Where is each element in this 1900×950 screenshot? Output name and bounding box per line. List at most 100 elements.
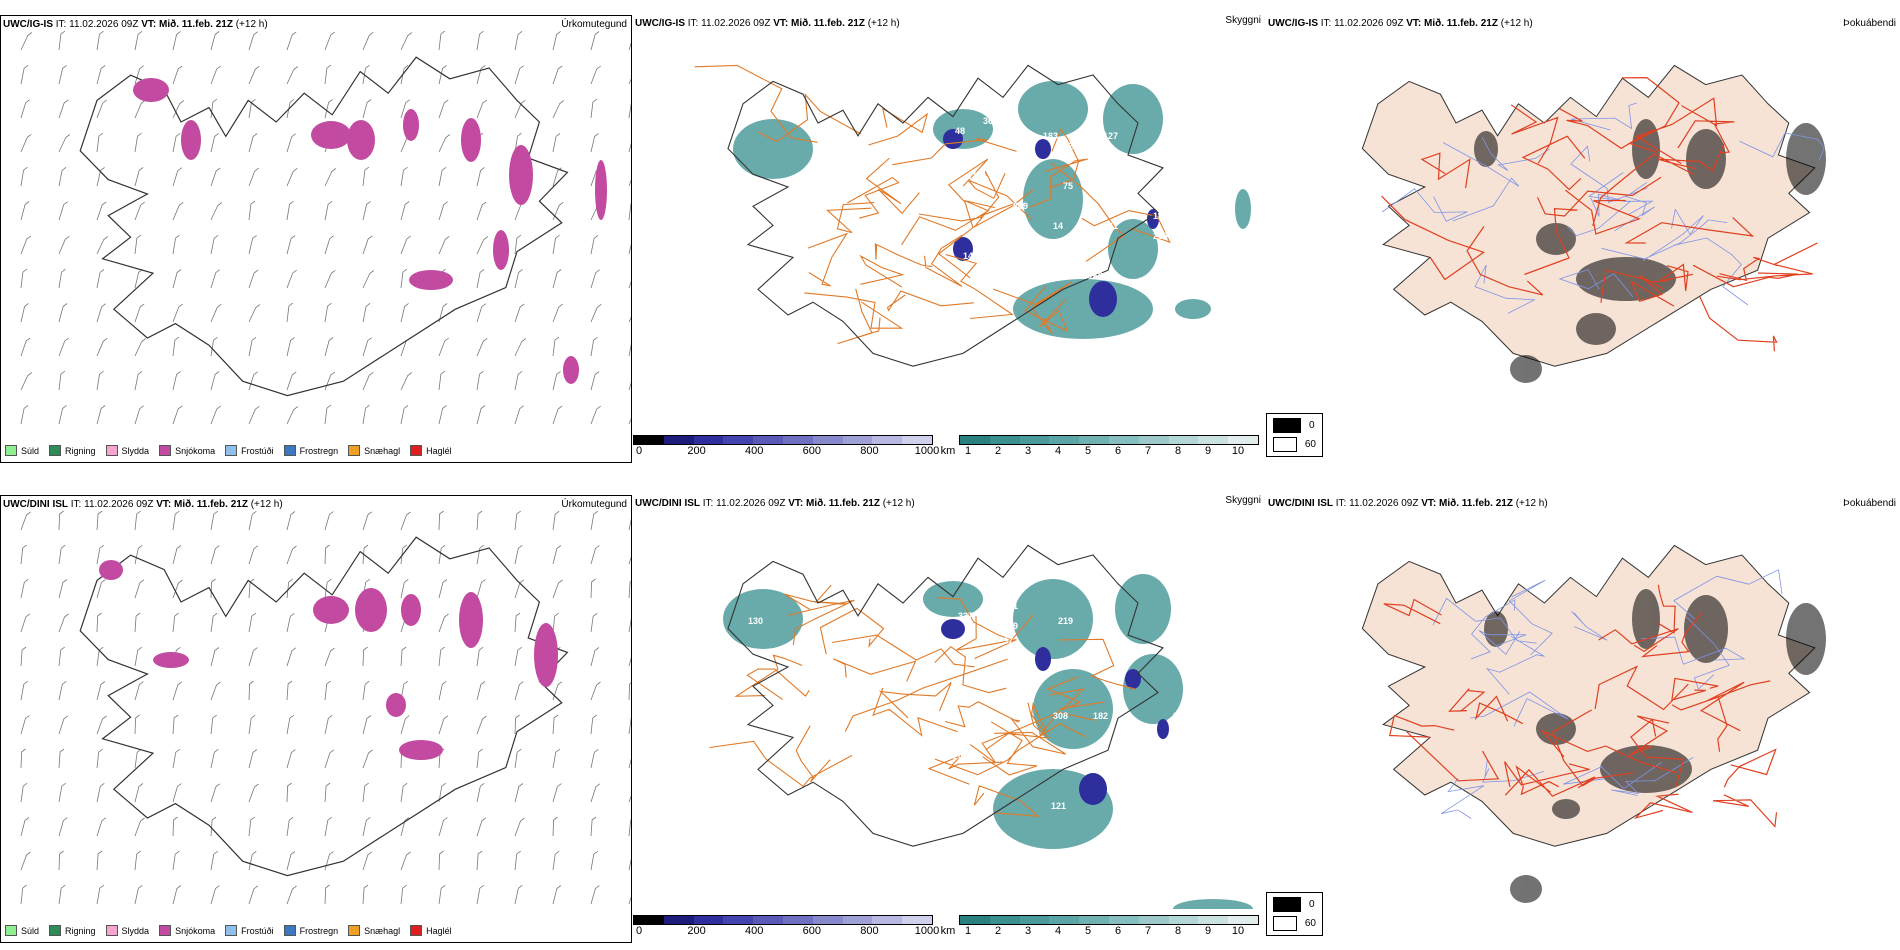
- wind-barb-icon: [20, 646, 27, 667]
- wind-barb-icon: [134, 99, 146, 119]
- fog-area: [1684, 595, 1728, 663]
- precip-legend-item: Snæhagl: [348, 445, 400, 456]
- wind-barb-icon: [286, 31, 297, 51]
- colorbar-segment: [634, 916, 664, 924]
- road-network: [1383, 584, 1778, 828]
- wind-barb-icon: [248, 850, 257, 871]
- precip-legend: Súld Rigning Slydda Snjókoma Frostúði Frostre…: [5, 925, 452, 936]
- wind-barb-icon: [628, 382, 631, 391]
- wind-barb-icon: [628, 717, 631, 735]
- wind-barb-icon: [286, 302, 294, 323]
- wind-barb-icon: [438, 235, 450, 255]
- wind-barb-icon: [248, 545, 259, 565]
- wind-barb-icon: [210, 647, 220, 667]
- wind-barb-icon: [20, 511, 31, 531]
- wind-barb-icon: [248, 647, 258, 667]
- wind-barb-icon: [20, 680, 29, 701]
- snow-area: [386, 693, 406, 717]
- wind-barb-icon: [58, 680, 67, 701]
- wind-barb-icon: [20, 613, 31, 633]
- wind-barb-icon: [286, 235, 296, 255]
- wind-barb-icon: [210, 748, 219, 769]
- wind-barb-icon: [438, 166, 447, 187]
- wind-barb-icon: [248, 167, 259, 187]
- wind-barb-icon: [400, 32, 413, 51]
- wind-barb-icon: [134, 30, 143, 51]
- wind-barb-icon: [476, 782, 485, 803]
- snow-area: [401, 594, 421, 626]
- colorbar-segment: [960, 436, 990, 444]
- wind-barb-icon: [286, 66, 299, 85]
- wind-barb-icon: [96, 782, 105, 803]
- wind-barb-icon: [552, 748, 561, 769]
- colorbar-segment: [1198, 916, 1229, 924]
- ceiling-value-label: 121: [1051, 801, 1066, 811]
- wind-barb-icon: [476, 748, 483, 769]
- wind-barb-icon: [210, 133, 219, 153]
- wind-barb-icon: [20, 404, 29, 425]
- wind-barb-icon: [628, 243, 631, 255]
- wind-barb-icon: [362, 302, 371, 323]
- wind-barb-icon: [628, 758, 631, 769]
- visibility-area: [733, 119, 813, 179]
- precip-legend-item: Rigning: [49, 925, 96, 936]
- river-network: [1381, 102, 1825, 314]
- wind-barb-icon: [20, 544, 27, 565]
- wind-barb-icon: [362, 64, 370, 85]
- colorbar-segment: [1168, 916, 1199, 924]
- wind-barb-icon: [628, 580, 631, 599]
- legend-label: Slydda: [121, 445, 150, 456]
- wind-barb-icon: [20, 337, 31, 357]
- wind-barb-icon: [476, 817, 487, 837]
- wind-barb-icon: [514, 99, 526, 119]
- fog-legend-bottom: 0 60: [1266, 892, 1323, 936]
- wind-barb-icon: [476, 99, 487, 119]
- wind-barb-icon: [476, 510, 483, 531]
- ceiling-value-label: 130: [748, 616, 763, 626]
- wind-barb-icon: [400, 64, 409, 85]
- snow-area: [99, 560, 123, 580]
- wind-barb-icon: [172, 269, 182, 289]
- fog-area: [1576, 313, 1616, 345]
- wind-barb-icon: [590, 510, 599, 531]
- wind-barb-icon: [58, 510, 64, 531]
- wind-barb-icon: [438, 134, 451, 153]
- wind-barb-icon: [58, 715, 69, 735]
- iceland-land: [1361, 544, 1816, 847]
- wind-barb-icon: [324, 816, 333, 837]
- visibility-area: [1013, 279, 1153, 339]
- colorbar-segment: [812, 436, 843, 444]
- wind-barb-icon: [590, 405, 601, 425]
- wind-barb-icon: [628, 280, 631, 289]
- wind-barb-icon: [628, 556, 631, 565]
- colorbar-segment: [842, 436, 873, 444]
- wind-barb-icon: [248, 885, 259, 905]
- precip-legend-item: Frostregn: [283, 925, 338, 936]
- colorbar-segment: [842, 916, 873, 924]
- wind-barb-icon: [20, 268, 28, 289]
- visibility-area: [1115, 574, 1171, 644]
- road-network: [694, 64, 1171, 345]
- wind-barb-icon: [248, 405, 260, 425]
- wind-barb-icon: [58, 201, 68, 221]
- colorbar-segment: [1019, 436, 1050, 444]
- wind-barb-icon: [134, 681, 144, 701]
- wind-barb-icon: [96, 30, 104, 51]
- wind-barb-icon: [210, 612, 218, 633]
- wind-barb-icon: [210, 202, 223, 221]
- wind-barb-icon: [552, 371, 561, 391]
- wind-barb-icon: [286, 269, 297, 289]
- colorbar-segment: [1138, 436, 1169, 444]
- wind-barb-icon: [58, 748, 65, 769]
- wind-barb-icon: [514, 370, 523, 391]
- visibility-area: [1018, 81, 1088, 137]
- ceiling-value-label: 127: [1103, 131, 1118, 141]
- wind-barb-icon: [628, 343, 631, 357]
- wind-barb-icon: [438, 850, 444, 871]
- wind-barb-icon: [324, 680, 331, 701]
- visibility-area: [1013, 579, 1093, 659]
- wind-barb-icon: [248, 816, 255, 837]
- panel-type-label: Þokuábendi: [1843, 18, 1896, 29]
- wind-barb-icon: [552, 167, 562, 187]
- colorbar-tick: 4: [1054, 925, 1062, 937]
